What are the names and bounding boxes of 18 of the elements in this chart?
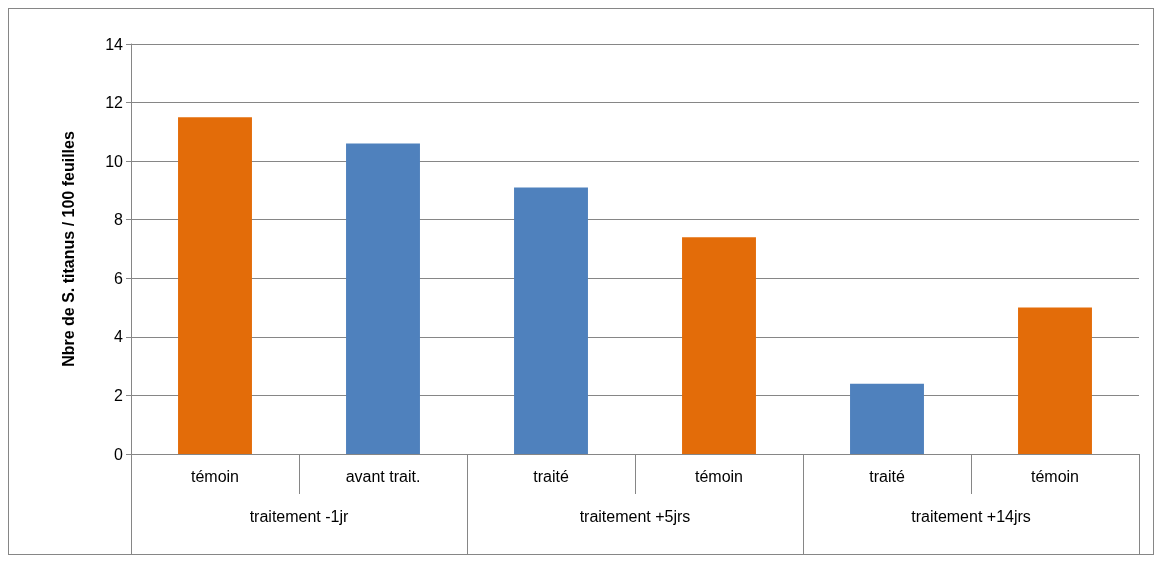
text: traitement +14jrs xyxy=(911,507,1031,525)
text: traitement -1jr xyxy=(249,507,350,525)
y-axis-title: Nbre de S. titanus / 100 feuilles xyxy=(59,131,77,367)
y-tick-label: 10 xyxy=(105,152,124,170)
y-tick-label: 8 xyxy=(114,211,124,229)
y-tick-label: 2 xyxy=(114,386,124,404)
x-tick-label: témoin xyxy=(190,467,240,485)
x-tick-label: traité xyxy=(533,467,569,485)
x-tick-label: témoin xyxy=(694,467,744,485)
y-tick-label: 6 xyxy=(114,269,124,287)
y-tick-label: 14 xyxy=(105,35,124,53)
text: traitement +5jrs xyxy=(579,507,691,525)
x-tick-label: traité xyxy=(869,467,905,485)
y-tick-label: 0 xyxy=(114,445,124,463)
y-tick-label: 12 xyxy=(105,94,124,112)
x-tick-label: avant trait. xyxy=(345,467,421,485)
y-tick-label: 4 xyxy=(114,328,124,346)
x-tick-label: témoin xyxy=(1030,467,1080,485)
